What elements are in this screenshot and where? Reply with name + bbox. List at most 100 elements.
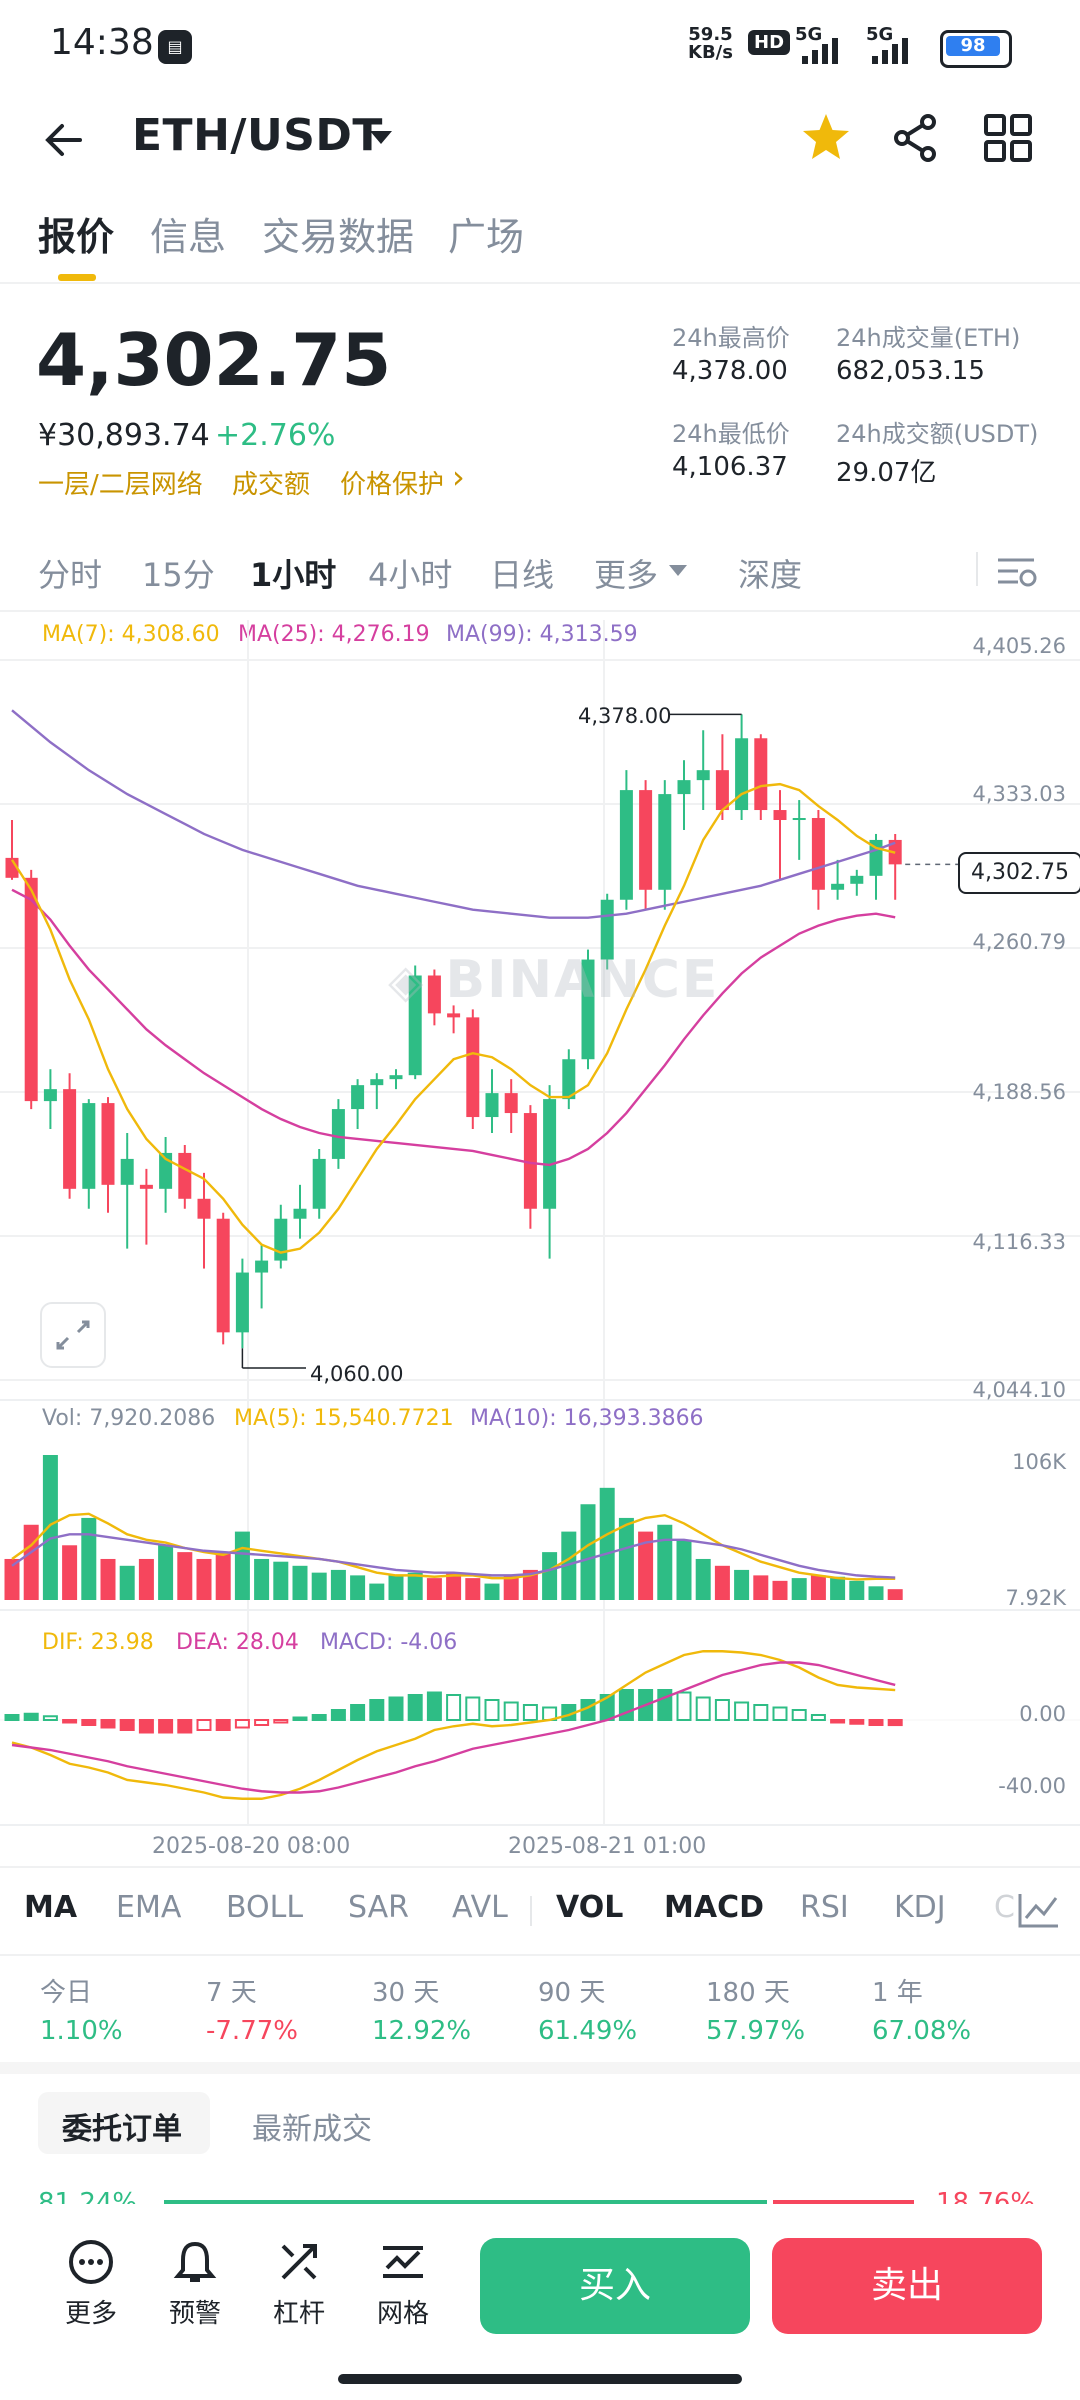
macd-bar xyxy=(234,1719,250,1729)
current-price-tag: 4,302.75 xyxy=(958,852,1080,894)
macd-bar xyxy=(791,1709,807,1721)
ind-vol[interactable]: VOL xyxy=(556,1890,624,1925)
vol-ma5-line xyxy=(11,1512,896,1581)
macd-bar xyxy=(254,1719,270,1726)
tag-price-protect[interactable]: 价格保护 xyxy=(340,470,445,500)
volume-bar xyxy=(676,1539,692,1600)
candle xyxy=(331,1109,345,1159)
perf-label: 180 天 xyxy=(706,1978,790,2008)
grid-icon[interactable] xyxy=(982,112,1034,164)
vol-axis-tick: 7.92K xyxy=(1005,1586,1066,1610)
price-axis-tick: 4,044.10 xyxy=(972,1378,1066,1402)
macd-bar xyxy=(158,1719,174,1734)
volume-bar xyxy=(81,1517,97,1600)
status-time: 14:38 xyxy=(50,22,154,63)
candle xyxy=(408,975,422,1076)
ind-boll[interactable]: BOLL xyxy=(226,1890,304,1925)
more-caret-icon[interactable] xyxy=(668,564,688,578)
header: ETH/USDT xyxy=(0,90,1080,190)
volume-bar xyxy=(215,1552,231,1600)
price-axis-tick: 4,116.33 xyxy=(972,1230,1066,1254)
volume-bar xyxy=(4,1558,20,1600)
nav-alert[interactable]: 预警 xyxy=(162,2238,228,2330)
macd-bar xyxy=(196,1719,212,1731)
back-arrow-icon[interactable] xyxy=(40,116,88,164)
chevron-right-icon[interactable]: › xyxy=(452,458,465,496)
candle xyxy=(235,1272,249,1333)
nav-more[interactable]: 更多 xyxy=(58,2238,124,2330)
volume-bar xyxy=(657,1524,673,1600)
candle xyxy=(466,1017,480,1118)
more-dots-icon xyxy=(69,2240,113,2284)
ind-avl[interactable]: AVL xyxy=(452,1890,508,1925)
nav-grid[interactable]: 网格 xyxy=(370,2238,436,2330)
macd-bar xyxy=(772,1706,788,1721)
perf-value: 67.08% xyxy=(872,2016,972,2046)
expand-button[interactable] xyxy=(40,1302,106,1368)
volume-bar xyxy=(503,1575,519,1600)
candle xyxy=(696,770,710,781)
expand-icon xyxy=(56,1320,90,1350)
ind-sar[interactable]: SAR xyxy=(348,1890,409,1925)
ind-rsi[interactable]: RSI xyxy=(800,1890,849,1925)
signal-icon-2 xyxy=(872,38,908,64)
interval-4h[interactable]: 4小时 xyxy=(368,556,453,594)
volume-bar xyxy=(484,1583,500,1600)
ind-macd[interactable]: MACD xyxy=(664,1890,764,1925)
net-speed: 59.5 KB/s xyxy=(688,24,733,63)
tab-trade-data[interactable]: 交易数据 xyxy=(262,215,415,259)
macd-bar xyxy=(292,1716,308,1721)
signal-5g-label: 5G xyxy=(795,24,823,45)
signal-5g-label-2: 5G xyxy=(866,24,894,45)
caret-down-icon[interactable] xyxy=(368,128,394,148)
share-icon[interactable] xyxy=(890,112,942,164)
chart-settings-icon[interactable] xyxy=(996,554,1040,588)
interval-15m[interactable]: 15分 xyxy=(142,556,215,594)
volume-bar xyxy=(714,1565,730,1600)
tab-square[interactable]: 广场 xyxy=(448,215,525,259)
interval-daily[interactable]: 日线 xyxy=(490,556,555,594)
candle xyxy=(216,1218,230,1333)
interval-more[interactable]: 更多 xyxy=(594,556,659,594)
volume-bar xyxy=(254,1558,270,1600)
tag-layer[interactable]: 一层/二层网络 xyxy=(38,470,203,500)
sell-button[interactable]: 卖出 xyxy=(772,2238,1042,2334)
macd-bar xyxy=(311,1714,327,1721)
macd-bar xyxy=(426,1691,442,1721)
volume-bar xyxy=(446,1572,462,1600)
interval-timeline[interactable]: 分时 xyxy=(38,556,103,594)
main-tabs: 报价 信息 交易数据 广场 xyxy=(0,206,1080,286)
tab-info[interactable]: 信息 xyxy=(150,215,227,259)
macd-bar xyxy=(753,1704,769,1721)
candle xyxy=(639,790,653,890)
pair-title[interactable]: ETH/USDT xyxy=(132,110,383,161)
ind-ema[interactable]: EMA xyxy=(116,1890,182,1925)
macd-bar xyxy=(350,1704,366,1721)
buy-button[interactable]: 买入 xyxy=(480,2238,750,2334)
macd-bar xyxy=(695,1696,711,1721)
volume-bar xyxy=(522,1569,538,1600)
grid-bot-icon xyxy=(383,2246,423,2278)
interval-1h[interactable]: 1小时 xyxy=(250,556,337,594)
ind-more-partial[interactable]: C xyxy=(994,1890,1015,1925)
price-chart[interactable] xyxy=(0,610,1080,1840)
tag-amount[interactable]: 成交额 xyxy=(232,470,311,500)
volume-bar xyxy=(426,1578,442,1600)
tab-latest-trades[interactable]: 最新成交 xyxy=(252,2112,372,2147)
candle xyxy=(754,738,768,811)
dea-line xyxy=(11,1661,896,1794)
star-icon[interactable] xyxy=(798,110,854,166)
macd-bar xyxy=(100,1719,116,1729)
ind-kdj[interactable]: KDJ xyxy=(894,1890,946,1925)
tab-quote[interactable]: 报价 xyxy=(38,215,115,259)
vol-ma10-line xyxy=(11,1533,896,1579)
ind-ma[interactable]: MA xyxy=(24,1890,78,1925)
signal-icon xyxy=(802,38,838,64)
nav-margin[interactable]: 杠杆 xyxy=(266,2238,332,2330)
indicator-settings-icon[interactable] xyxy=(1016,1890,1062,1930)
candle xyxy=(139,1184,153,1189)
amount-label: 24h成交额(USDT) xyxy=(836,420,1039,448)
interval-depth[interactable]: 深度 xyxy=(738,556,803,594)
tab-orders[interactable]: 委托订单 xyxy=(38,2092,210,2154)
volume-bar xyxy=(465,1578,481,1600)
